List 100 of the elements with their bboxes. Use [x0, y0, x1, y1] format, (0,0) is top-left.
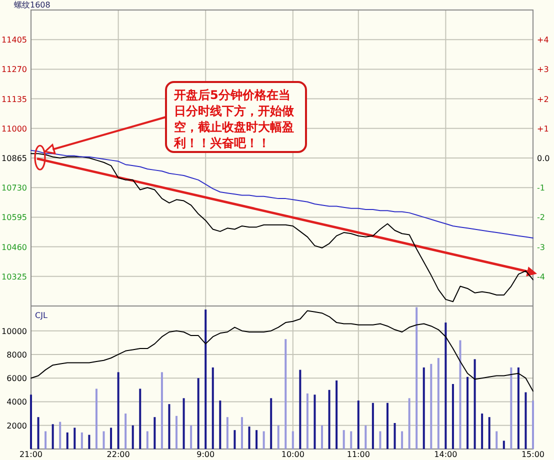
bar	[270, 398, 272, 449]
y2-tick-label: -3	[537, 242, 545, 252]
bar	[160, 372, 163, 449]
bar	[95, 388, 98, 449]
bar	[386, 402, 388, 449]
bar	[437, 358, 440, 449]
bar	[117, 372, 120, 449]
bar	[314, 394, 316, 449]
y2-tick-label: 0.0	[537, 154, 550, 163]
bar	[52, 424, 54, 449]
y-tick-label: 10730	[2, 184, 27, 193]
bar	[204, 310, 207, 449]
bar	[37, 417, 40, 449]
bar	[168, 404, 170, 449]
bar	[524, 392, 527, 449]
bar	[401, 431, 404, 449]
bar	[416, 307, 418, 449]
bar	[306, 393, 308, 449]
bar	[234, 430, 236, 449]
y-tick-label: 8000	[6, 350, 27, 360]
bar	[30, 394, 32, 449]
x-tick-label: 21:00	[19, 450, 43, 459]
y-tick-label: 10325	[2, 272, 27, 282]
bar	[459, 340, 462, 449]
y-tick-label: 11405	[2, 36, 27, 45]
y-tick-label: 10460	[2, 242, 27, 252]
bar	[350, 431, 352, 449]
x-tick-label: 10:00	[281, 450, 304, 459]
bar	[394, 423, 396, 449]
bar	[379, 431, 382, 449]
y2-tick-label: +4	[537, 36, 549, 45]
y2-tick-label: -1	[537, 184, 545, 193]
bar	[372, 402, 374, 449]
bar	[474, 359, 476, 449]
bar	[102, 431, 105, 449]
bar	[422, 367, 425, 449]
bar	[292, 431, 294, 449]
y2-tick-label: +3	[537, 65, 549, 74]
bar	[212, 367, 214, 449]
y-tick-label: 10865	[2, 154, 27, 163]
bar	[328, 390, 330, 449]
bar	[190, 425, 192, 449]
bar	[197, 378, 200, 449]
bar	[219, 400, 222, 449]
y2-tick-label: -4	[537, 272, 545, 282]
bar	[139, 388, 142, 449]
y2-tick-label: +1	[537, 124, 549, 134]
y-tick-label: 4000	[6, 398, 27, 407]
bar	[408, 398, 410, 449]
bar	[74, 428, 76, 449]
annotation: 开盘后5分钟价格在当日分时线下方，开始做空，截止收盘时大幅盈利！！兴奋吧！！	[173, 88, 295, 150]
bar	[44, 431, 47, 449]
x-tick-label: 15:00	[521, 450, 545, 459]
bar	[176, 416, 178, 449]
bar	[256, 430, 258, 449]
bar	[80, 432, 83, 449]
bar	[364, 425, 367, 449]
bar	[502, 440, 505, 449]
bar	[336, 380, 338, 449]
x-tick-label: 11:00	[346, 450, 370, 459]
bar	[321, 425, 324, 449]
bar	[481, 414, 484, 449]
bar	[110, 428, 112, 449]
bar	[496, 431, 498, 449]
bar	[299, 370, 302, 449]
y2-tick-label: +2	[537, 94, 549, 104]
bar	[466, 376, 469, 449]
y-tick-label: 11135	[2, 94, 27, 104]
bar	[488, 417, 490, 449]
bar	[342, 430, 345, 449]
bar	[284, 339, 287, 449]
chart-title: 螺纹1608	[14, 0, 50, 10]
bar	[452, 384, 454, 449]
bar	[226, 417, 228, 449]
bar	[444, 322, 447, 449]
y-tick-label: 11270	[2, 65, 27, 74]
bar	[248, 426, 250, 449]
y-tick-label: 11000	[2, 124, 27, 134]
bar	[132, 425, 134, 449]
bar	[154, 417, 156, 449]
x-tick-label: 9:00	[196, 450, 215, 459]
bar	[532, 400, 534, 449]
line-series	[30, 310, 534, 392]
bar	[240, 417, 243, 449]
y-tick-label: 6000	[6, 374, 27, 384]
bar	[146, 431, 148, 449]
y-tick-label: 10000	[2, 326, 27, 336]
bar	[124, 414, 127, 449]
x-tick-label: 22:00	[106, 450, 130, 459]
x-tick-label: 14:00	[434, 450, 458, 459]
bar	[262, 431, 265, 449]
bar	[182, 398, 185, 449]
bar	[277, 425, 280, 449]
bar	[66, 432, 68, 449]
y-tick-label: 2000	[6, 421, 27, 430]
y-tick-label: 10595	[2, 213, 27, 222]
y2-tick-label: -2	[537, 213, 545, 222]
bar	[59, 422, 62, 449]
text: CJL	[35, 311, 48, 320]
bar	[357, 400, 360, 449]
